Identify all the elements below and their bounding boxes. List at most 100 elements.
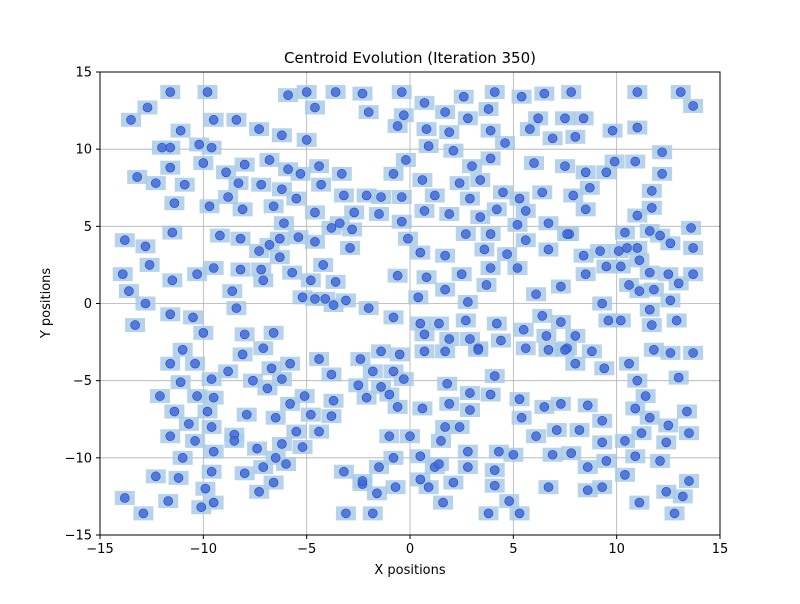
y-tick-label: 10 (75, 143, 92, 158)
x-tick-label: 15 (712, 542, 729, 557)
centroid-point (419, 98, 430, 108)
centroid-point (570, 331, 581, 341)
centroid-point (208, 392, 219, 403)
centroid-point (525, 124, 535, 134)
centroid-point (268, 477, 279, 488)
centroid-point (463, 462, 473, 472)
centroid-point (574, 425, 585, 435)
centroid-point (341, 508, 351, 519)
centroid-point (372, 488, 382, 499)
x-tick-label: 5 (509, 542, 517, 557)
centroid-point (396, 216, 407, 227)
centroid-point (473, 344, 484, 355)
centroid-point (198, 328, 209, 338)
centroid-point (620, 227, 630, 238)
centroid-point (165, 431, 176, 442)
centroid-point (334, 218, 345, 229)
centroid-point (392, 402, 403, 412)
centroid-point (330, 87, 341, 97)
centroid-point (655, 230, 665, 241)
centroid-point (388, 169, 399, 179)
centroid-point (376, 382, 386, 392)
centroid-point (568, 190, 579, 201)
centroid-point (388, 366, 399, 377)
centroid-point (640, 391, 651, 401)
centroid-point (537, 311, 548, 321)
centroid-point (615, 261, 626, 272)
centroid-point (649, 344, 659, 355)
centroid-point (297, 442, 308, 452)
centroid-point (562, 229, 572, 239)
centroid-point (556, 281, 566, 292)
centroid-point (279, 218, 289, 229)
centroid-point (169, 406, 180, 417)
centroid-point (264, 155, 275, 165)
centroid-point (326, 411, 337, 421)
centroid-point (328, 395, 339, 406)
centroid-point (169, 198, 180, 208)
centroid-point (277, 184, 287, 195)
centroid-point (632, 122, 643, 133)
centroid-point (310, 102, 320, 113)
centroid-point (531, 289, 541, 300)
centroid-point (390, 482, 401, 492)
centroid-point (179, 179, 190, 190)
centroid-point (206, 466, 217, 477)
centroid-point (516, 412, 527, 423)
centroid-point (140, 298, 151, 309)
centroid-point (661, 437, 672, 448)
centroid-point (175, 125, 186, 136)
centroid-point (268, 328, 279, 338)
centroid-point (330, 277, 341, 287)
centroid-point (241, 409, 252, 420)
centroid-point (597, 298, 608, 309)
centroid-point (196, 502, 207, 513)
centroid-point (258, 462, 269, 472)
centroid-point (367, 508, 378, 519)
centroid-point (434, 318, 444, 329)
centroid-point (537, 187, 548, 198)
centroid-point (677, 491, 688, 502)
centroid-point (440, 107, 450, 117)
centroid-point (320, 294, 331, 304)
centroid-point (198, 158, 209, 168)
centroid-point (636, 428, 647, 438)
centroid-point (283, 90, 293, 100)
x-axis-label: X positions (374, 563, 446, 578)
centroid-point (663, 420, 674, 431)
centroid-point (587, 346, 597, 357)
centroid-point (634, 286, 645, 296)
centroid-point (264, 240, 275, 250)
centroid-point (157, 142, 167, 153)
centroid-point (258, 275, 269, 286)
centroid-point (237, 204, 248, 215)
centroid-point (580, 269, 591, 279)
centroid-point (270, 412, 281, 423)
centroid-point (167, 227, 178, 238)
centroid-point (485, 229, 496, 239)
centroid-point (231, 115, 242, 125)
centroid-point (582, 485, 593, 496)
centroid-point (165, 87, 176, 97)
centroid-point (384, 431, 395, 442)
centroid-point (252, 443, 262, 454)
centroid-point (398, 110, 409, 121)
y-axis-ticks: −15 −10 −5 0 5 10 15 (65, 66, 100, 544)
centroid-point (601, 261, 612, 272)
centroid-point (239, 468, 250, 479)
centroid-point (151, 471, 161, 482)
centroid-point (644, 304, 655, 315)
centroid-point (291, 193, 302, 204)
centroid-point (444, 334, 455, 344)
centroid-point (117, 269, 128, 279)
centroid-point (388, 453, 399, 463)
centroid-point (502, 249, 512, 259)
centroid-point (601, 456, 612, 466)
centroid-point (423, 141, 434, 151)
centroid-point (396, 87, 407, 97)
centroid-point (485, 389, 496, 400)
centroid-point (258, 343, 269, 354)
centroid-point (489, 465, 500, 475)
centroid-point (663, 269, 674, 279)
centroid-point (657, 147, 667, 158)
